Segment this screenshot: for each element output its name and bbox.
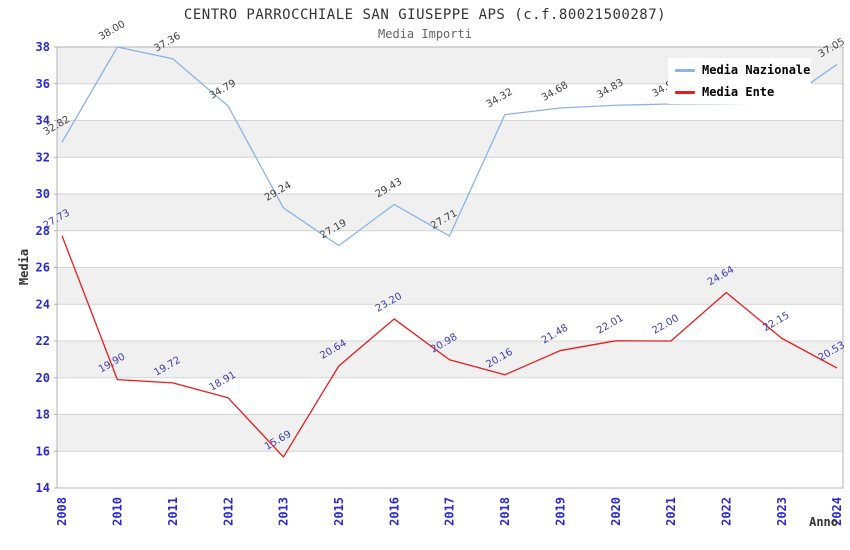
y-tick-label: 14	[36, 481, 50, 495]
x-axis-title: Anno	[809, 515, 838, 529]
y-tick-label: 20	[36, 371, 50, 385]
x-tick-label: 2017	[443, 497, 457, 526]
data-label: 22.01	[595, 313, 625, 337]
x-tick-label: 2020	[609, 497, 623, 526]
legend: Media Nazionale Media Ente	[668, 58, 811, 104]
chart-subtitle: Media Importi	[378, 27, 472, 41]
legend-label: Media Ente	[702, 85, 775, 99]
x-tick-label: 2016	[387, 497, 401, 526]
series-line	[61, 235, 838, 458]
y-tick-label: 36	[36, 77, 50, 91]
y-tick-label: 32	[36, 150, 50, 164]
x-tick-label: 2019	[553, 497, 567, 526]
y-tick-label: 24	[36, 297, 50, 311]
y-axis-title: Media	[17, 248, 31, 286]
legend-item-media-ente: Media Ente	[668, 83, 811, 102]
band	[57, 120, 843, 158]
band	[57, 414, 843, 452]
data-label: 22.15	[761, 310, 791, 334]
y-tick-label: 26	[36, 261, 50, 275]
y-tick-label: 28	[36, 224, 50, 238]
data-label: 22.00	[651, 313, 681, 337]
x-tick-label: 2008	[55, 497, 69, 526]
y-tick-label: 38	[36, 40, 50, 54]
legend-label: Media Nazionale	[702, 63, 811, 77]
band	[57, 267, 843, 305]
x-tick-label: 2021	[664, 497, 678, 526]
x-tick-label: 2023	[775, 497, 789, 526]
legend-item-media-nazionale: Media Nazionale	[668, 61, 811, 80]
y-tick-label: 18	[36, 408, 50, 422]
x-tick-label: 2015	[332, 497, 346, 526]
y-tick-label: 30	[36, 187, 50, 201]
x-tick-label: 2022	[719, 497, 733, 526]
line-swatch-icon	[675, 90, 695, 94]
band	[57, 194, 843, 231]
x-tick-label: 2012	[221, 497, 235, 526]
x-tick-label: 2011	[166, 497, 180, 526]
line-swatch-icon	[675, 68, 695, 72]
x-tick-label: 2024	[830, 497, 844, 526]
chart-title: CENTRO PARROCCHIALE SAN GIUSEPPE APS (c.…	[183, 7, 667, 23]
y-tick-label: 22	[36, 334, 50, 348]
y-tick-label: 34	[36, 114, 50, 128]
x-tick-label: 2013	[277, 497, 291, 526]
y-tick-label: 16	[36, 444, 50, 458]
x-tick-label: 2018	[498, 497, 512, 526]
data-label: 34.32	[484, 87, 514, 111]
x-tick-label: 2010	[111, 497, 125, 526]
